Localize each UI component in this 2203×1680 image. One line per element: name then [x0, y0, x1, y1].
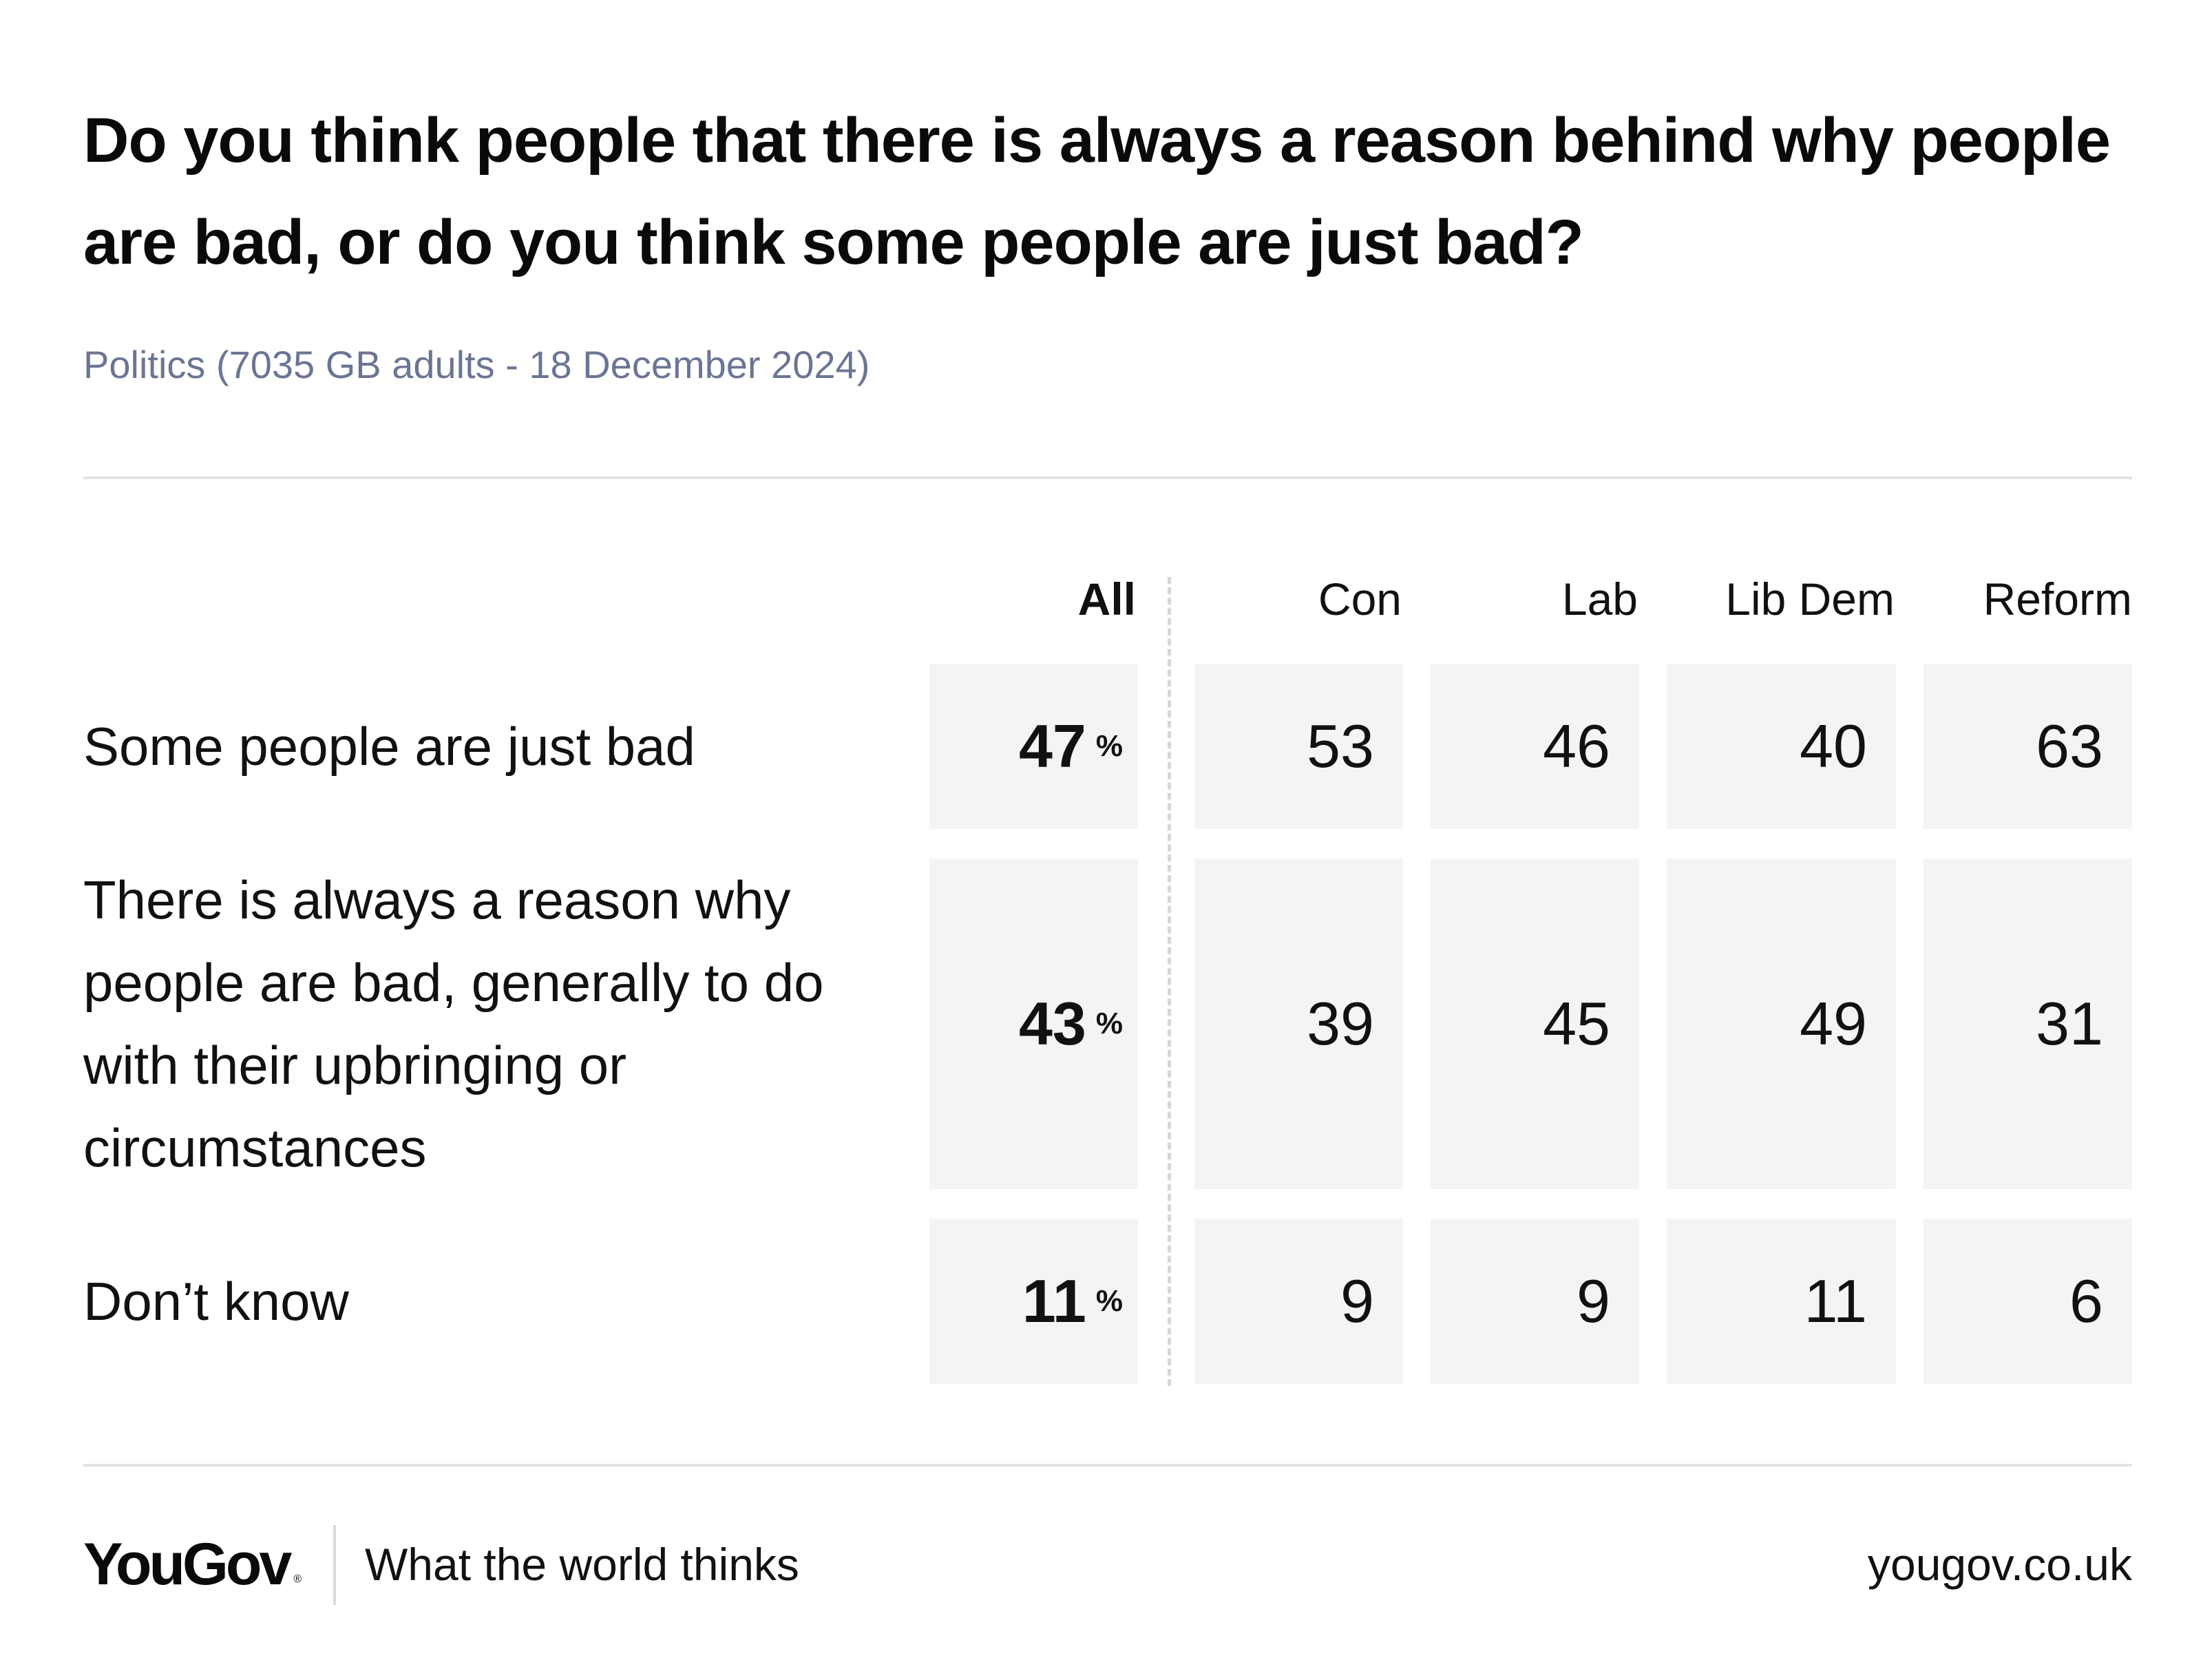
col-header-con: Con	[1318, 574, 1402, 624]
percent-sign: %	[1095, 1284, 1123, 1318]
cell-reform: 31	[1923, 859, 2132, 1189]
cell-reform: 63	[1923, 664, 2132, 829]
row-label-text: There is always a reason why people are …	[83, 870, 824, 1178]
footer-tagline: What the world thinks	[365, 1539, 799, 1590]
percent-sign: %	[1095, 1007, 1123, 1040]
yougov-logo: YouGov ®	[83, 1530, 302, 1599]
cell-lib-dem: 40	[1667, 664, 1896, 829]
top-rule	[83, 476, 2132, 479]
cell-value: 43	[1018, 989, 1086, 1058]
col-header-all: All	[1077, 574, 1136, 624]
col-header-lib-dem: Lib Dem	[1725, 574, 1895, 624]
col-header-reform: Reform	[1983, 574, 2132, 624]
cell-lib-dem: 11	[1667, 1219, 1896, 1384]
row-label-dont-know: Don’t know	[83, 1219, 875, 1384]
percent-sign: %	[1095, 729, 1123, 763]
row-label-just-bad: Some people are just bad	[83, 664, 875, 829]
chart-title: Do you think people that there is always…	[83, 105, 2111, 277]
row-label-always-reason: There is always a reason why people are …	[83, 859, 875, 1189]
cell-lab: 46	[1431, 664, 1639, 829]
cell-con: 39	[1194, 859, 1403, 1189]
logo-mark: ®	[293, 1573, 302, 1585]
chart-subtitle: Politics (7035 GB adults - 18 December 2…	[83, 343, 870, 386]
footer-separator	[333, 1525, 336, 1605]
cell-con: 53	[1194, 664, 1403, 829]
col-header-lab: Lab	[1561, 574, 1638, 624]
cell-value: 47	[1018, 712, 1086, 780]
cell-lab: 9	[1431, 1219, 1639, 1384]
cell-all: 11%	[929, 1219, 1138, 1384]
row-label-text: Don’t know	[83, 1271, 349, 1332]
cell-all: 47%	[929, 664, 1138, 829]
cell-con: 9	[1194, 1219, 1403, 1384]
all-column-divider	[1168, 577, 1171, 1386]
logo-text: YouGov	[83, 1531, 292, 1597]
footer-url-link[interactable]: yougov.co.uk	[1867, 1539, 2132, 1590]
cell-reform: 6	[1923, 1219, 2132, 1384]
cell-lib-dem: 49	[1667, 859, 1896, 1189]
bottom-rule	[83, 1464, 2132, 1467]
row-label-text: Some people are just bad	[83, 716, 695, 777]
cell-all: 43%	[929, 859, 1138, 1189]
cell-lab: 45	[1431, 859, 1639, 1189]
cell-value: 11	[1022, 1267, 1086, 1335]
